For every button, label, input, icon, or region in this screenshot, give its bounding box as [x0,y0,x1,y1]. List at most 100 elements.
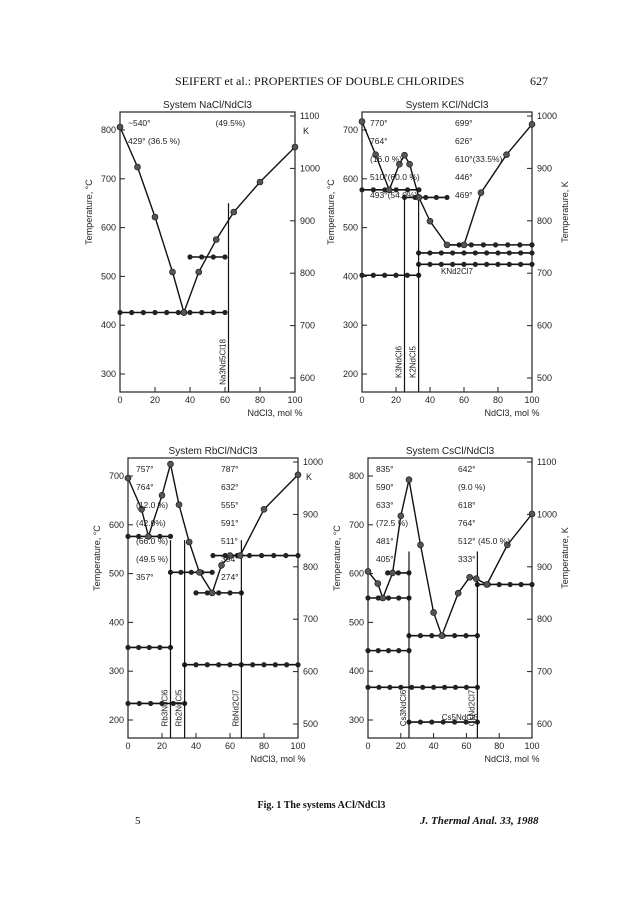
chart-title: System NaCl/NdCl3 [163,100,252,111]
isotherm-point [359,272,365,278]
y-tick-label-right: 900 [537,163,552,173]
isotherm-point [484,250,490,256]
y-tick-label-right: 500 [303,719,318,729]
isotherm-point [125,700,131,707]
isotherm-point [216,662,222,668]
isotherm-point [295,662,301,668]
annotation: 481° [376,536,394,546]
isotherm-point [427,250,433,256]
data-point [169,268,176,276]
data-point [477,189,485,196]
isotherm-point [463,684,470,690]
isotherm-point [506,261,512,267]
isotherm-point [429,633,435,639]
x-tick-label: 40 [185,395,195,405]
x-tick-label: 0 [359,395,364,405]
data-point [226,552,234,559]
x-tick-label: 20 [150,395,160,405]
data-point [426,217,434,225]
annotation: (49.5%) [216,118,246,128]
y-tick-label-right: 700 [537,667,552,677]
y-tick-label-right: 800 [300,268,315,278]
isotherm-point [227,590,233,596]
data-point [397,512,405,520]
data-point [504,541,511,549]
y-axis-label-right: Temperature, K [560,527,570,589]
isotherm-point [395,570,401,576]
x-tick-label: 20 [391,395,401,405]
chart-cscl-ndcl3: System CsCl/NdCl3 0 20 40 60 80 100 NdCl3, mol … [332,446,570,764]
y-axis-label-left: Temperature, °C [326,179,336,245]
y-axis-label-left: Temperature, °C [84,179,94,245]
y-tick-label-right: 800 [537,614,552,624]
y-tick-label-left: 400 [349,666,364,676]
annotation: (42.0%) [136,518,166,528]
isotherm-point [375,595,381,601]
isotherm-point [518,250,524,256]
liquidus-curve [119,126,185,313]
isotherm-point [136,700,142,707]
annotation: 511° [221,536,238,546]
annotation: 446° [455,172,473,182]
annotation: 394° [221,554,239,564]
annotation: 633° [376,500,394,510]
isotherm-point [204,590,210,596]
chart-title: System KCl/NdCl3 [406,100,489,111]
isotherm-point [170,700,176,707]
data-point [443,241,451,249]
y-tick-label-left: 500 [343,223,358,233]
annotation: 512° (45.0 %) [458,536,510,546]
footer-journal: J. Thermal Anal. 33, 1988 [420,815,539,827]
data-point [212,236,220,243]
annotation: 764° [136,482,154,492]
compound-label: RbNd2Cl7 [231,689,240,726]
isotherm-point [227,662,233,668]
data-point [236,552,244,559]
x-tick-label: 60 [220,395,230,405]
isotherm-point [417,633,423,639]
isotherm-point [152,309,158,316]
data-point [260,506,268,513]
annotation: (49.5 %) [136,554,168,564]
data-point [483,581,491,588]
annotation: 357° [136,572,154,582]
annotation: ~540° [128,118,151,128]
isotherm-point [376,684,382,690]
annotation: 405° [376,554,394,564]
data-point [158,492,166,499]
y-tick-label-left: 500 [101,271,116,281]
isotherm-point [246,552,253,559]
isotherm-point [370,272,376,278]
isotherm-point [284,662,290,668]
isotherm-point [157,644,163,651]
data-point [372,151,379,159]
annotation: 510°(60.0 %) [370,172,420,182]
isotherm-point [261,662,267,668]
x-tick-label: 0 [365,741,370,751]
y-tick-label-right: 1000 [300,163,320,173]
data-point [145,533,152,540]
isotherm-point [393,272,399,278]
annotation: 469° [455,190,473,200]
x-tick-label: 20 [157,741,167,751]
y-tick-label-left: 200 [109,715,124,725]
isotherm-point [461,261,467,267]
isotherm-point [125,644,131,651]
isotherm-point [359,187,365,193]
y-tick-label-right: 700 [300,321,315,331]
y-tick-label-right: 500 [537,373,552,383]
plot-frame [127,457,299,739]
isotherm-point [129,309,135,316]
annotation: 274° [221,572,239,582]
isotherm-point [472,261,478,267]
y-axis-label-right: K [306,472,312,482]
y-tick-label-left: 700 [343,125,358,135]
data-point [167,460,174,468]
annotation: 757° [136,464,154,474]
data-point [138,506,145,513]
x-axis-label: NdCl3, mol % [484,408,539,418]
data-point [196,569,203,576]
y-tick-label-left: 600 [109,520,124,530]
y-tick-label-left: 400 [343,271,358,281]
